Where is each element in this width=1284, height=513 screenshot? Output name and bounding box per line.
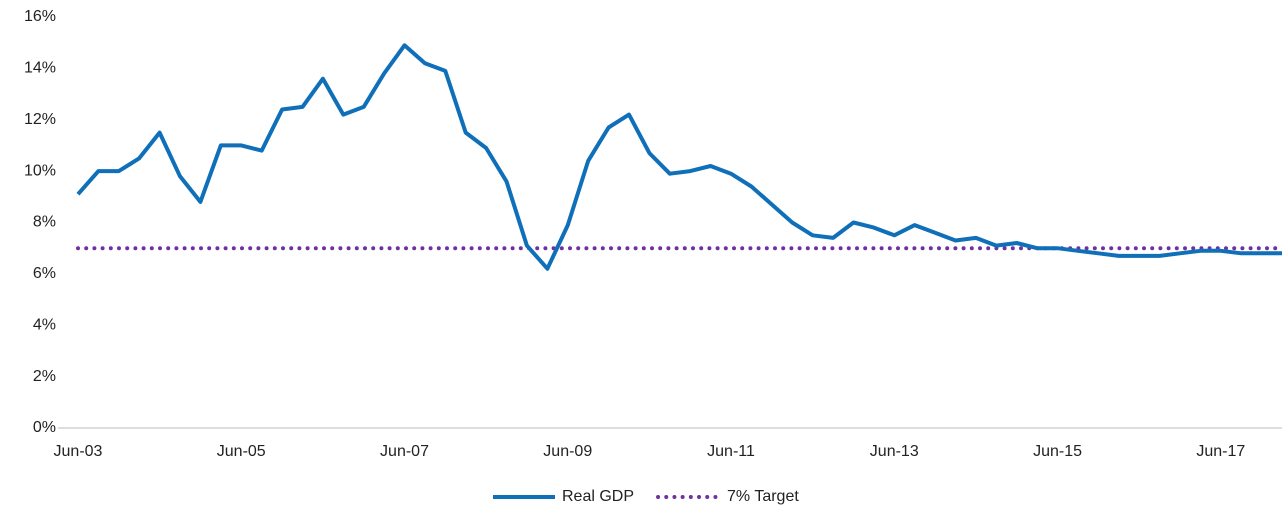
y-tick-label: 0% bbox=[33, 419, 56, 436]
y-tick-label: 16% bbox=[24, 8, 56, 25]
line-series bbox=[76, 43, 1282, 271]
y-tick-label: 10% bbox=[24, 162, 56, 179]
x-tick-label: Jun-13 bbox=[870, 443, 919, 460]
x-tick-label: Jun-05 bbox=[217, 443, 266, 460]
y-tick-label: 4% bbox=[33, 316, 56, 333]
x-tick-label: Jun-11 bbox=[707, 443, 755, 460]
y-tick-label: 2% bbox=[33, 368, 56, 385]
y-tick-label: 12% bbox=[24, 111, 56, 128]
y-tick-label: 8% bbox=[33, 214, 56, 231]
x-tick-label: Jun-15 bbox=[1033, 443, 1082, 460]
x-tick-label: Jun-09 bbox=[543, 443, 592, 460]
legend-label: 7% Target bbox=[727, 488, 799, 505]
y-tick-label: 6% bbox=[33, 265, 56, 282]
y-tick-label: 14% bbox=[24, 60, 56, 77]
x-tick-label: Jun-07 bbox=[380, 443, 429, 460]
x-tick-label: Jun-17 bbox=[1196, 443, 1245, 460]
legend-label: Real GDP bbox=[562, 488, 634, 505]
x-tick-label: Jun-03 bbox=[54, 443, 103, 460]
